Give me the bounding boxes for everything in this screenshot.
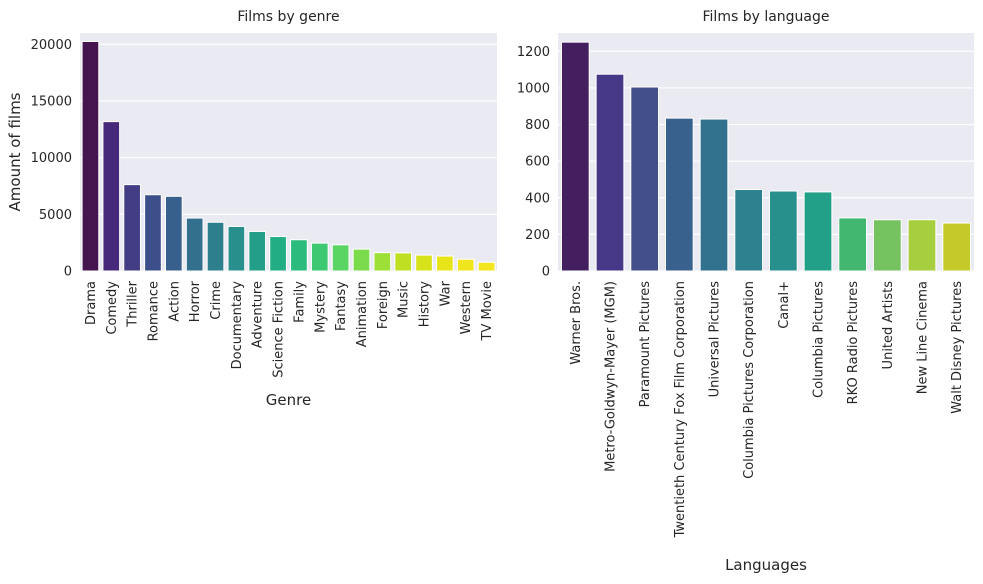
- x-tick-label: Comedy: [105, 281, 120, 335]
- y-tick-label: 400: [525, 191, 550, 206]
- y-tick-label: 15000: [31, 95, 72, 110]
- x-tick-label: Music: [397, 281, 412, 318]
- bar-action: [164, 195, 183, 272]
- bar-drama: [81, 41, 100, 272]
- x-tick-label: Twentieth Century Fox Film Corporation: [673, 281, 688, 538]
- bar-rko-radio-pictures: [838, 217, 868, 272]
- y-tick-label: 5000: [39, 208, 72, 223]
- y-tick-label: 1000: [517, 81, 550, 96]
- y-tick-label: 0: [64, 265, 72, 280]
- bar-walt-disney-pictures: [942, 222, 972, 272]
- x-tick-label: Action: [167, 281, 182, 322]
- x-tick-label: Horror: [188, 280, 203, 322]
- genre-chart: 0 5000 10000 15000 20000 Drama Comedy Thriller R…: [6, 9, 497, 409]
- bar-western: [456, 258, 475, 272]
- x-tick-label: TV Movie: [480, 281, 495, 341]
- bar-united-artists: [872, 219, 902, 272]
- bar-comedy: [102, 121, 121, 272]
- bar-crime: [206, 221, 225, 272]
- x-tick-label: Canal+: [777, 281, 792, 329]
- y-axis-label: Amount of films: [6, 92, 24, 211]
- x-tick-label: Western: [459, 281, 474, 334]
- x-tick-label: Paramount Pictures: [638, 281, 653, 408]
- x-tick-label: Warner Bros.: [569, 281, 584, 365]
- bar-tv-movie: [477, 261, 496, 272]
- x-tick-label: Thriller: [126, 280, 141, 327]
- bar-columbia-pictures-corporation: [734, 189, 764, 272]
- bar-columbia-pictures: [803, 191, 833, 272]
- plot-area: [80, 33, 497, 271]
- bar-warner-bros: [560, 41, 590, 272]
- y-tick-label: 200: [525, 228, 550, 243]
- bar-canal: [768, 190, 798, 272]
- x-tick-label: Foreign: [376, 281, 391, 329]
- x-axis-label: Languages: [725, 556, 807, 574]
- y-tick-label: 20000: [31, 38, 72, 53]
- bar-science-fiction: [269, 236, 287, 272]
- x-tick-label: Animation: [355, 281, 370, 347]
- y-tick-label: 600: [525, 155, 550, 170]
- x-tick-label: Drama: [84, 281, 99, 325]
- x-tick-label: Universal Pictures: [708, 281, 723, 398]
- x-tick-label: Romance: [146, 281, 161, 341]
- x-tick-label: United Artists: [881, 281, 896, 370]
- x-tick-label: War: [438, 280, 453, 306]
- bar-new-line-cinema: [907, 219, 937, 272]
- x-tick-label: Science Fiction: [272, 281, 287, 378]
- x-tick-label: RKO Radio Pictures: [846, 281, 861, 405]
- bar-twentieth-century-fox-film-corporation: [664, 117, 694, 272]
- bar-paramount-pictures: [630, 86, 660, 272]
- x-tick-label: Mystery: [313, 281, 328, 333]
- x-tick-label: History: [418, 281, 433, 328]
- x-tick-label: Fantasy: [334, 281, 349, 331]
- bar-adventure: [248, 230, 267, 272]
- bar-universal-pictures: [699, 118, 729, 272]
- bar-history: [415, 254, 433, 272]
- y-tick-label: 800: [525, 118, 550, 133]
- bar-fantasy: [331, 244, 350, 272]
- bar-music: [394, 252, 413, 272]
- x-tick-label: Walt Disney Pictures: [950, 281, 965, 414]
- bar-family: [290, 239, 308, 272]
- bar-thriller: [123, 184, 141, 272]
- bar-documentary: [227, 225, 246, 272]
- y-tick-label: 10000: [31, 151, 72, 166]
- x-axis-label: Genre: [266, 391, 311, 409]
- y-tick-label: 1200: [517, 45, 550, 60]
- x-tick-label: Crime: [209, 281, 224, 320]
- bar-foreign: [373, 252, 392, 272]
- plot-area: [558, 33, 974, 271]
- x-tick-label: Metro-Goldwyn-Mayer (MGM): [604, 281, 619, 472]
- bar-romance: [144, 194, 162, 272]
- x-tick-label: Adventure: [251, 281, 266, 348]
- bar-animation: [352, 248, 371, 272]
- chart-title: Films by language: [703, 9, 830, 25]
- x-tick-label: Columbia Pictures Corporation: [742, 281, 757, 479]
- x-tick-label: Family: [292, 281, 307, 323]
- x-tick-label: Documentary: [230, 281, 245, 370]
- bar-mystery: [310, 242, 329, 272]
- x-tick-label: Columbia Pictures: [812, 281, 827, 398]
- chart-title: Films by genre: [237, 9, 339, 25]
- bar-horror: [185, 217, 204, 272]
- bar-war: [436, 255, 454, 272]
- bar-metro-goldwyn-mayer-mgm: [595, 73, 625, 272]
- x-tick-label: New Line Cinema: [916, 281, 931, 394]
- language-chart: 0 200 400 600 800 1000 1200 Warner Bros. Metro-G…: [517, 9, 974, 574]
- y-tick-label: 0: [542, 265, 550, 280]
